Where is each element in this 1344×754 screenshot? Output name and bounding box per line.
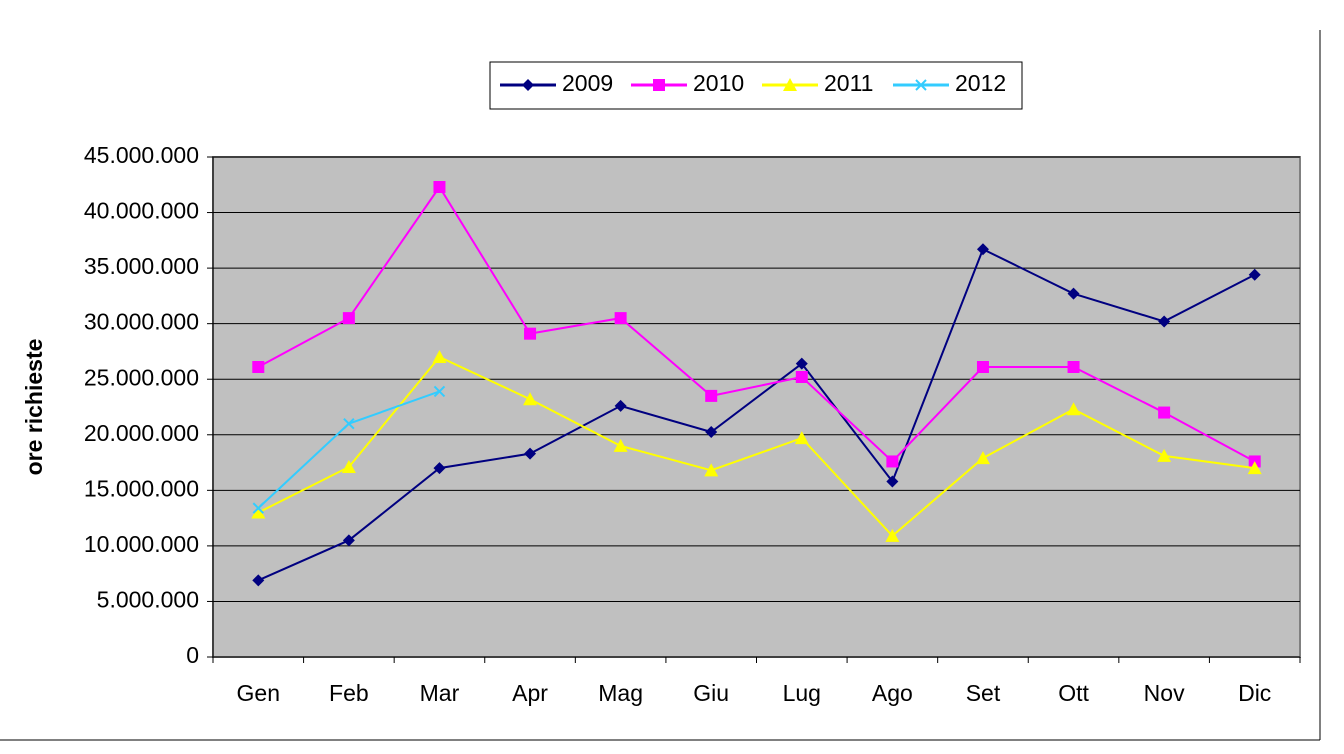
marker — [886, 455, 899, 468]
y-tick-label: 0 — [186, 642, 199, 668]
marker — [252, 502, 264, 514]
marker — [342, 312, 355, 325]
marker — [783, 78, 797, 91]
y-tick-label: 35.000.000 — [84, 253, 199, 279]
x-tick-label: Set — [966, 680, 1001, 706]
marker — [433, 385, 446, 398]
marker — [433, 181, 446, 193]
x-tick-label: Ago — [872, 680, 913, 706]
marker — [705, 389, 718, 402]
marker — [885, 528, 900, 542]
series-line — [257, 247, 1256, 582]
marker — [522, 79, 534, 91]
marker — [975, 451, 990, 465]
x-tick-label: Feb — [329, 680, 369, 706]
y-tick-label: 40.000.000 — [84, 198, 199, 224]
marker — [524, 327, 537, 340]
y-tick-label: 20.000.000 — [84, 420, 199, 446]
legend-label: 2012 — [955, 70, 1006, 96]
x-tick-label: Apr — [512, 680, 548, 706]
marker — [1067, 287, 1080, 300]
y-tick-label: 15.000.000 — [84, 475, 199, 501]
marker — [341, 460, 356, 473]
y-tick-label: 25.000.000 — [84, 364, 199, 390]
marker — [704, 463, 719, 477]
marker — [342, 534, 355, 547]
x-tick-label: Dic — [1238, 680, 1271, 706]
marker — [915, 79, 927, 91]
marker — [1158, 315, 1171, 328]
x-tick-label: Nov — [1144, 680, 1185, 706]
x-tick-label: Lug — [783, 680, 821, 706]
marker — [976, 243, 989, 256]
x-tick-label: Giu — [693, 680, 729, 706]
marker — [614, 399, 627, 412]
marker — [613, 438, 628, 452]
marker — [432, 350, 447, 363]
marker — [614, 312, 627, 325]
x-tick-label: Gen — [237, 680, 280, 706]
legend-label: 2011 — [824, 70, 873, 96]
series-line — [257, 185, 1256, 463]
y-tick-label: 10.000.000 — [84, 531, 199, 557]
marker — [1248, 268, 1261, 281]
y-axis-label: ore richieste — [21, 339, 47, 476]
marker — [886, 475, 899, 488]
marker — [795, 357, 808, 370]
marker — [523, 392, 538, 406]
marker — [252, 574, 265, 587]
x-tick-label: Mag — [598, 680, 643, 706]
marker — [1067, 361, 1080, 373]
series-line — [257, 355, 1255, 538]
marker — [251, 505, 266, 519]
legend-label: 2010 — [693, 70, 744, 96]
marker — [524, 447, 537, 460]
marker — [433, 462, 446, 475]
marker — [795, 371, 808, 383]
marker — [794, 431, 809, 445]
marker — [343, 417, 355, 430]
marker — [705, 426, 718, 438]
marker — [1066, 402, 1081, 416]
marker — [653, 79, 665, 91]
y-tick-label: 45.000.000 — [84, 142, 199, 168]
marker — [1158, 406, 1171, 419]
legend-label: 2009 — [562, 70, 613, 96]
marker — [1247, 461, 1262, 475]
marker — [1157, 448, 1172, 462]
marker — [252, 361, 265, 373]
x-tick-label: Mar — [420, 680, 460, 706]
y-tick-label: 5.000.000 — [97, 587, 199, 613]
x-tick-label: Ott — [1058, 680, 1089, 706]
marker — [976, 361, 989, 373]
plot-area — [212, 156, 1301, 658]
y-tick-label: 30.000.000 — [84, 309, 199, 335]
